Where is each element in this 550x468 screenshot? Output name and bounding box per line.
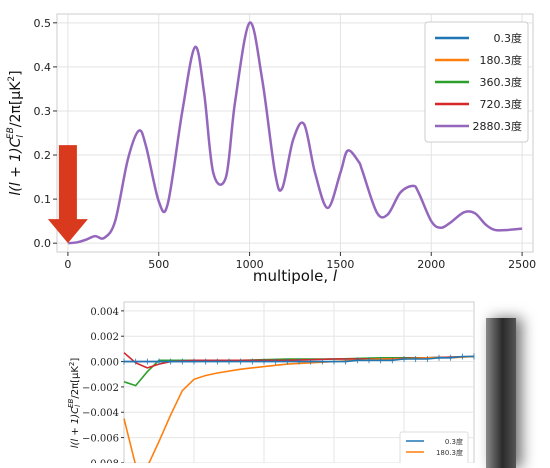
legend-label-1: 0.3度	[494, 31, 523, 45]
legend-label-3: 360.3度	[480, 75, 523, 89]
y-tick-label: 0.002	[90, 332, 119, 343]
y-tick-label: 0.004	[90, 307, 119, 318]
x-tick-label: 2500	[508, 258, 536, 271]
legend-label-2: 180.3度	[436, 448, 463, 457]
y-tick-label: 0.3	[34, 105, 52, 118]
annotation-arrow	[47, 145, 88, 244]
y-tick-label: 0.4	[34, 61, 52, 74]
y-tick-label: 0.5	[34, 17, 52, 30]
x-tick-label: 2000	[417, 258, 445, 271]
top-chart: 0 500 1000 1500 2000 2500 0.0 0.1 0.2 0.3 0.4 0.5 mu…	[6, 13, 536, 285]
y-tick-label: 0.000	[90, 358, 119, 369]
legend-box	[399, 431, 469, 463]
y-axis-label: l(l + 1)ClEB/2π[μK2]	[6, 70, 26, 195]
legend-label-1: 0.3度	[445, 437, 463, 446]
y-tick-label: 0.0	[34, 237, 52, 250]
legend-label-4: 720.3度	[480, 97, 523, 111]
legend-label-2: 180.3度	[480, 53, 523, 67]
y-axis-label: l(l + 1)ClEB/2π[μK2]	[67, 358, 82, 449]
scan-shadow	[486, 318, 516, 468]
x-tick-label: 500	[148, 258, 169, 271]
x-tick-label: 0	[64, 258, 71, 271]
x-tick-label: 1500	[326, 258, 354, 271]
y-tick-label: −0.008	[82, 459, 119, 463]
y-tick-label: −0.002	[82, 383, 119, 394]
series-line-5	[68, 21, 523, 245]
x-axis-label: multipole, l	[253, 267, 338, 285]
x-tick-label: 1000	[236, 258, 264, 271]
bottom-chart: 0.004 0.002 0.000 −0.002 −0.004 −0.006 −0.008 l…	[67, 301, 475, 463]
y-tick-label: −0.006	[82, 434, 119, 445]
legend-label-5: 2880.3度	[473, 119, 523, 133]
y-tick-label: 0.1	[34, 193, 52, 206]
legend-box	[424, 21, 529, 143]
y-tick-label: 0.2	[34, 149, 52, 162]
y-tick-label: −0.004	[82, 408, 119, 419]
